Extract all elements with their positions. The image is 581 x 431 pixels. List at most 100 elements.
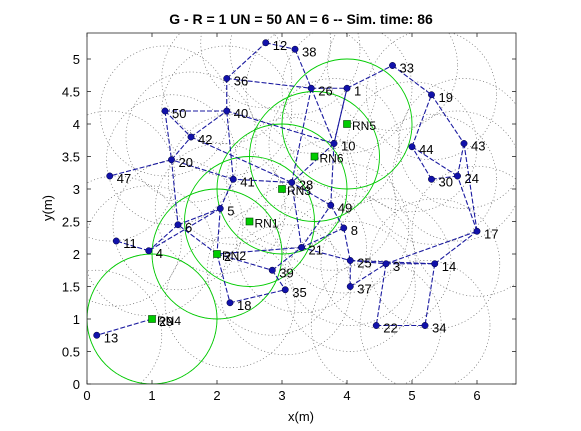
- range-circle: [161, 33, 293, 144]
- link-line: [350, 259, 435, 265]
- node-label: 10: [341, 139, 355, 154]
- node-marker: [327, 201, 335, 209]
- node-label: 29: [159, 314, 173, 329]
- anchor-range-circle: [87, 253, 218, 384]
- node-label: 41: [240, 174, 254, 189]
- y-tick-label: 1.5: [62, 280, 80, 295]
- range-circle: [327, 33, 458, 131]
- range-circle: [310, 260, 442, 384]
- node-label: 30: [439, 174, 453, 189]
- node-label: 28: [299, 178, 313, 193]
- y-axis-label: y(m): [40, 195, 55, 221]
- node-marker: [223, 107, 231, 115]
- range-circle: [87, 269, 163, 384]
- link-line: [291, 88, 312, 183]
- node-marker: [229, 175, 237, 183]
- node-label: 49: [338, 200, 352, 215]
- link-line: [385, 230, 478, 265]
- node-label: 19: [439, 90, 453, 105]
- anchor-marker: [245, 217, 254, 226]
- node-marker: [145, 247, 153, 255]
- node-marker: [93, 331, 101, 339]
- node-label: 33: [400, 61, 414, 76]
- range-circle: [87, 110, 176, 242]
- node-label: 43: [471, 139, 485, 154]
- node-marker: [408, 143, 416, 151]
- range-circle: [265, 139, 397, 271]
- x-tick-label: 3: [278, 388, 285, 403]
- link-line: [226, 77, 312, 89]
- link-line: [301, 246, 351, 262]
- range-circle: [229, 33, 361, 115]
- range-circle: [112, 159, 244, 291]
- range-circle: [366, 113, 497, 245]
- link-line: [229, 289, 286, 304]
- node-marker: [421, 322, 429, 329]
- node-marker: [168, 156, 175, 164]
- node-label: 4: [156, 246, 163, 261]
- node-marker: [346, 257, 354, 264]
- node-label: 42: [198, 132, 212, 147]
- y-tick-label: 0: [73, 377, 80, 392]
- anchor-label: RN6: [320, 152, 344, 166]
- link-line: [177, 207, 221, 226]
- range-circle: [236, 182, 367, 313]
- node-marker: [226, 299, 234, 307]
- anchor-marker: [310, 152, 319, 161]
- node-marker: [343, 84, 351, 92]
- anchor-marker: [343, 120, 351, 128]
- range-circle: [87, 175, 182, 307]
- link-line: [226, 110, 335, 145]
- link-line: [431, 94, 465, 144]
- range-circle: [411, 165, 516, 297]
- anchor-label: RN5: [352, 119, 376, 133]
- range-circle: [278, 162, 410, 294]
- node-label: 6: [185, 220, 192, 235]
- node-label: 36: [234, 74, 248, 89]
- node-marker: [428, 91, 435, 99]
- x-tick-label: 0: [83, 388, 90, 403]
- link-line: [216, 253, 273, 271]
- y-tick-label: 3.5: [62, 150, 80, 165]
- link-line: [424, 263, 436, 326]
- link-line: [116, 240, 149, 252]
- node-label: 47: [117, 171, 131, 186]
- anchor-marker: [278, 185, 286, 193]
- link-line: [226, 110, 234, 180]
- node-marker: [330, 140, 338, 147]
- y-tick-label: 3: [73, 182, 80, 197]
- node-marker: [428, 175, 435, 183]
- link-line: [392, 65, 432, 96]
- link-line: [219, 179, 234, 209]
- plot-area: [86, 32, 517, 385]
- link-line: [216, 253, 231, 303]
- range-circle: [200, 33, 332, 109]
- link-line: [411, 146, 458, 177]
- range-circle: [167, 113, 299, 245]
- node-marker: [112, 237, 120, 245]
- link-line: [171, 136, 192, 161]
- range-circle: [164, 237, 296, 369]
- anchor-label: RN2: [222, 249, 246, 263]
- node-marker: [346, 283, 354, 290]
- node-label: 1: [354, 83, 361, 98]
- range-circle: [226, 117, 358, 248]
- link-line: [411, 146, 432, 180]
- node-label: 44: [419, 142, 433, 157]
- node-label: 22: [383, 321, 397, 336]
- node-marker: [382, 260, 390, 268]
- link-line: [265, 42, 296, 50]
- node-label: 21: [309, 243, 323, 258]
- link-line: [291, 143, 335, 183]
- link-line: [333, 88, 348, 144]
- y-tick-label: 0.5: [62, 345, 80, 360]
- link-line: [190, 136, 292, 184]
- node-marker: [106, 172, 114, 180]
- link-line: [216, 246, 302, 255]
- node-label: 38: [302, 44, 316, 59]
- node-label: 17: [484, 226, 498, 241]
- range-circle: [320, 198, 452, 330]
- node-label: 3: [393, 259, 400, 274]
- node-marker: [216, 205, 224, 212]
- link-line: [171, 159, 234, 180]
